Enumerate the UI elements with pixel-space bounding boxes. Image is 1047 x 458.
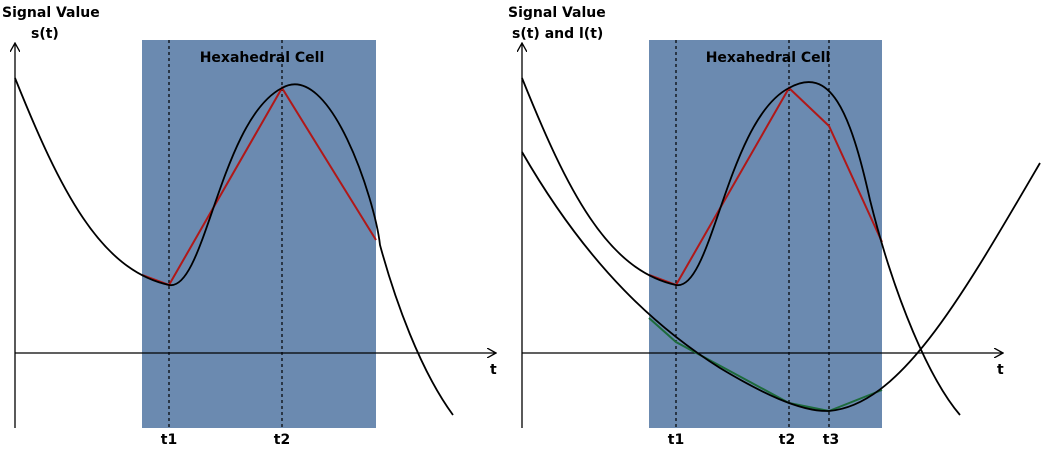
right-tick-t3: t3 [823,432,839,448]
right-signal-curve-s [521,77,961,416]
right-y-axis-subtitle: s(t) and l(t) [512,26,603,42]
right-tick-t2: t2 [779,432,795,448]
left-y-axis-subtitle: s(t) [31,26,59,42]
left-cell-label: Hexahedral Cell [200,50,325,66]
left-signal-curve [14,77,454,416]
right-x-axis-label: t [997,362,1004,378]
left-tick-t1: t1 [161,432,177,448]
left-y-axis-title: Signal Value [2,5,100,21]
left-tick-t2: t2 [274,432,290,448]
right-hexahedral-cell-region [649,40,882,428]
left-hexahedral-cell-region [142,40,376,428]
left-panel: Signal Value s(t) t Hexahedral Cell t1 t… [2,5,497,448]
right-panel: Signal Value s(t) and l(t) t Hexahedral … [508,5,1041,448]
right-cell-label: Hexahedral Cell [706,50,831,66]
right-tick-t1: t1 [668,432,684,448]
right-signal-curve-l [521,151,1041,412]
left-linear-interpolation-red [141,86,377,287]
left-x-axis-label: t [490,362,497,378]
right-y-axis-title: Signal Value [508,5,606,21]
